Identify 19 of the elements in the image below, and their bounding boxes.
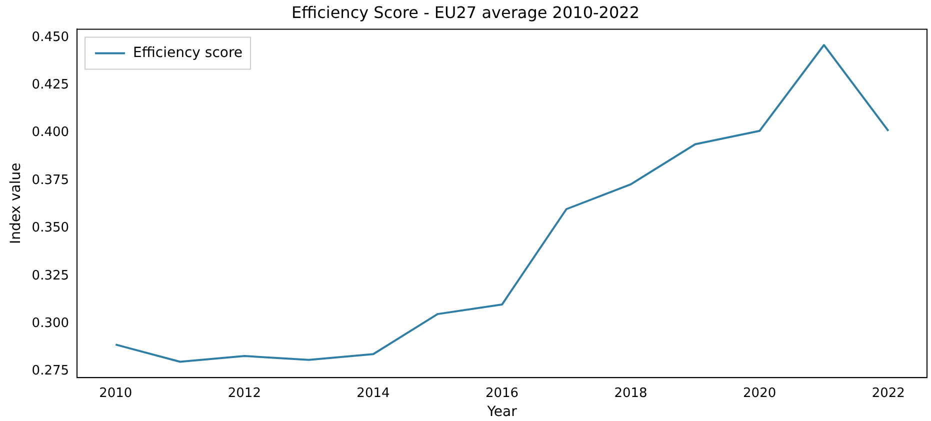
y-tick-label: 0.450 bbox=[32, 30, 70, 45]
x-tick-label: 2010 bbox=[99, 386, 132, 401]
legend-label: Efficiency score bbox=[133, 44, 243, 61]
x-tick-label: 2020 bbox=[743, 386, 776, 401]
y-tick-label: 0.325 bbox=[32, 268, 70, 284]
x-tick-label: 2022 bbox=[872, 386, 905, 401]
x-tick-label: 2012 bbox=[228, 386, 261, 401]
y-tick-label: 0.350 bbox=[32, 220, 70, 236]
y-tick-label: 0.400 bbox=[32, 125, 70, 140]
y-tick-label: 0.275 bbox=[32, 364, 70, 379]
x-tick-label: 2016 bbox=[485, 386, 519, 401]
x-tick-label: 2018 bbox=[614, 386, 648, 401]
y-axis-title: Index value bbox=[8, 162, 24, 244]
x-axis-title: Year bbox=[486, 404, 518, 420]
y-tick-label: 0.375 bbox=[32, 172, 70, 188]
chart-title: Efficiency Score - EU27 average 2010-2022 bbox=[292, 2, 640, 22]
y-tick-label: 0.425 bbox=[32, 77, 70, 92]
x-tick-label: 2014 bbox=[356, 386, 390, 401]
y-tick-label: 0.300 bbox=[32, 316, 70, 331]
